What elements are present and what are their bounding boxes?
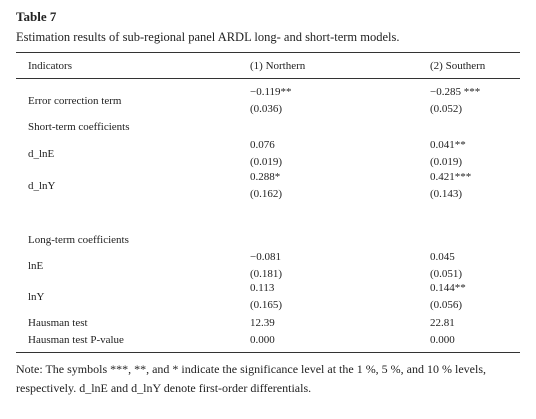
- coefficient: −0.119**: [250, 86, 292, 98]
- cell-value: 12.39: [250, 317, 275, 329]
- table-caption: Estimation results of sub-regional panel…: [16, 30, 400, 44]
- standard-error: (0.051): [430, 268, 463, 280]
- coefficient: −0.081: [250, 251, 281, 263]
- column-header: Indicators: [28, 60, 72, 72]
- standard-error: (0.056): [430, 299, 463, 311]
- header-rule: [16, 78, 520, 79]
- cell-value: 0.000: [250, 334, 275, 346]
- row-label: Hausman test: [28, 317, 88, 329]
- row-label: d_lnY: [28, 180, 56, 192]
- column-header: (1) Northern: [250, 60, 306, 72]
- table-note: Note: The symbols ***, **, and * indicat…: [16, 362, 486, 395]
- standard-error: (0.165): [250, 299, 283, 311]
- row-label: d_lnE: [28, 148, 55, 160]
- row-label: Error correction term: [28, 95, 122, 107]
- coefficient: 0.288*: [250, 171, 281, 183]
- cell-value: 0.000: [430, 334, 455, 346]
- top-rule: [16, 52, 520, 53]
- standard-error: (0.143): [430, 188, 463, 200]
- standard-error: (0.019): [250, 156, 283, 168]
- standard-error: (0.036): [250, 103, 283, 115]
- standard-error: (0.162): [250, 188, 283, 200]
- standard-error: (0.052): [430, 103, 463, 115]
- section-label: Short-term coefficients: [28, 121, 130, 133]
- column-header: (2) Southern: [430, 60, 486, 72]
- row-label: Hausman test P-value: [28, 334, 124, 346]
- bottom-rule: [16, 352, 520, 353]
- section-label: Long-term coefficients: [28, 234, 129, 246]
- coefficient: 0.076: [250, 139, 275, 151]
- coefficient: 0.041**: [430, 139, 466, 151]
- standard-error: (0.019): [430, 156, 463, 168]
- coefficient: 0.144**: [430, 282, 466, 294]
- coefficient: −0.285 ***: [430, 86, 481, 98]
- coefficient: 0.421***: [430, 171, 472, 183]
- standard-error: (0.181): [250, 268, 283, 280]
- table-label: Table 7: [16, 9, 57, 24]
- cell-value: 22.81: [430, 317, 455, 329]
- row-label: lnY: [28, 291, 45, 303]
- row-label: lnE: [28, 260, 44, 272]
- coefficient: 0.045: [430, 251, 455, 263]
- coefficient: 0.113: [250, 282, 275, 294]
